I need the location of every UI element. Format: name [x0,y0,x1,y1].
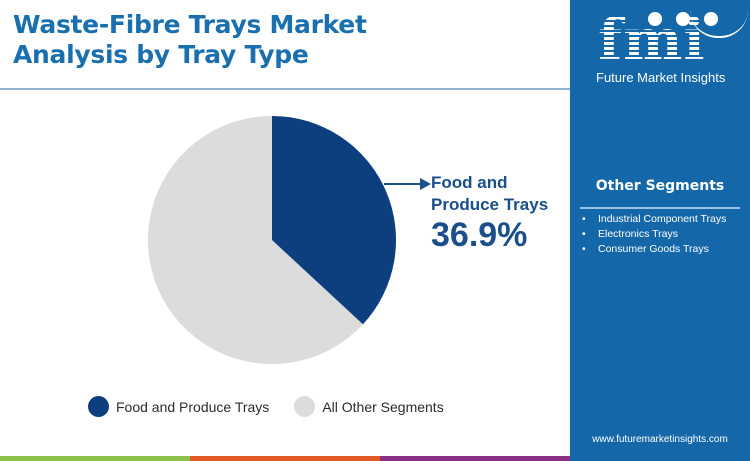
pie-chart [148,116,396,364]
other-segments-divider [580,207,740,209]
color-strip-orange [190,456,380,461]
logo-arc-icon [690,10,748,38]
callout-value: 36.9% [431,216,528,254]
title-divider [0,88,570,90]
chart-title: Waste-Fibre Trays Market Analysis by Tra… [13,10,367,70]
brand-sidebar: fmi Future Market Insights Other Segment… [570,0,750,461]
chart-legend: Food and Produce Trays All Other Segment… [88,396,469,417]
legend-item-food-and-produce-trays: Food and Produce Trays [88,396,269,417]
callout-label-line-2: Produce Trays [431,195,549,214]
brand-name: Future Market Insights [596,70,726,85]
chart-title-line-1: Waste-Fibre Trays Market [13,10,367,39]
legend-swatch-icon [88,396,109,417]
list-item: Electronics Trays [580,227,745,241]
legend-label: All Other Segments [322,398,444,415]
color-strip-purple [380,456,570,461]
callout-label: Food and Produce Trays [431,172,548,216]
other-segments-title: Other Segments [595,178,725,194]
chart-title-line-2: Analysis by Tray Type [13,40,309,69]
callout-arrow-icon [384,178,431,190]
pie-slice-food-and-produce-trays [272,116,396,325]
globe-asia-icon [704,12,718,26]
website-link[interactable]: www.futuremarketinsights.com [592,434,728,445]
list-item: Consumer Goods Trays [580,242,745,256]
fmi-logo: fmi Future Market Insights [594,6,748,90]
legend-item-all-other-segments: All Other Segments [294,396,444,417]
legend-label: Food and Produce Trays [116,398,270,415]
other-segments-list: Industrial Component Trays Electronics T… [580,212,745,257]
color-strip-green [0,456,190,461]
globe-africa-icon [676,12,690,26]
globe-americas-icon [648,12,662,26]
list-item: Industrial Component Trays [580,212,745,226]
callout-label-line-1: Food and [431,173,508,192]
legend-swatch-icon [294,396,316,417]
